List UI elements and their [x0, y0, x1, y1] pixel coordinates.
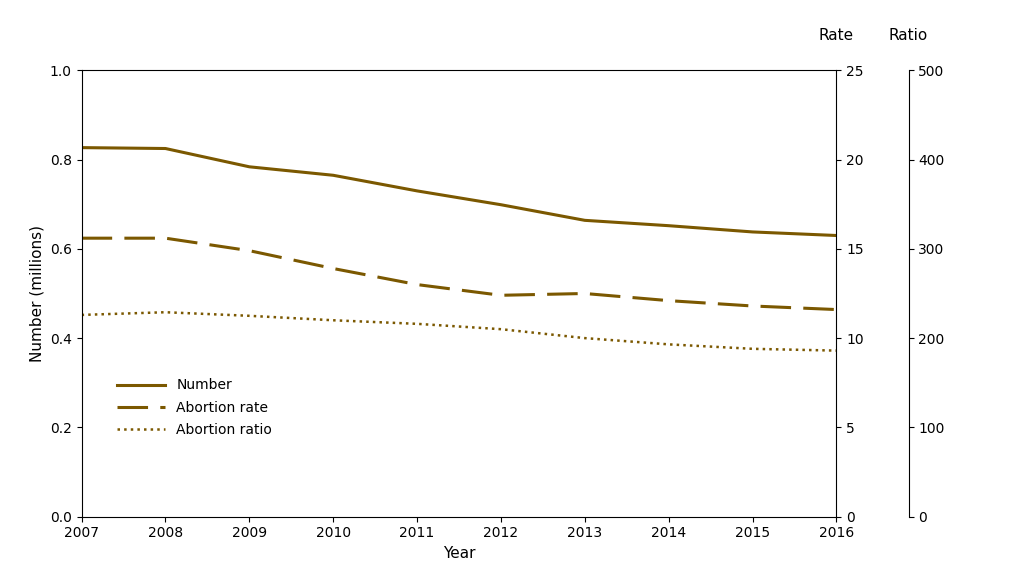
Number	[578, 217, 590, 224]
Abortion ratio	[494, 326, 506, 333]
Line: Number: Number	[82, 147, 836, 235]
Abortion ratio	[159, 309, 171, 316]
Abortion ratio	[829, 347, 842, 354]
Abortion ratio	[243, 312, 255, 319]
Text: Rate: Rate	[818, 28, 853, 43]
Abortion ratio	[662, 341, 675, 348]
Line: Abortion ratio: Abortion ratio	[82, 312, 836, 350]
Abortion rate	[411, 281, 423, 288]
Abortion ratio	[746, 345, 758, 352]
Number	[662, 222, 675, 229]
Abortion ratio	[75, 311, 88, 318]
Abortion rate	[494, 292, 506, 299]
Abortion rate	[662, 297, 675, 304]
Abortion rate	[75, 235, 88, 242]
Y-axis label: Number (millions): Number (millions)	[30, 225, 44, 362]
Abortion ratio	[578, 335, 590, 342]
Number	[411, 187, 423, 194]
Abortion rate	[578, 290, 590, 297]
Number	[243, 163, 255, 170]
Abortion ratio	[411, 321, 423, 328]
Number	[75, 144, 88, 151]
Number	[829, 232, 842, 239]
Number	[746, 228, 758, 235]
Line: Abortion rate: Abortion rate	[82, 238, 836, 309]
Abortion rate	[243, 247, 255, 254]
Number	[494, 201, 506, 208]
Number	[159, 145, 171, 152]
Abortion rate	[159, 235, 171, 242]
Number	[327, 172, 339, 179]
Abortion rate	[829, 306, 842, 313]
Abortion rate	[327, 265, 339, 272]
Legend: Number, Abortion rate, Abortion ratio: Number, Abortion rate, Abortion ratio	[111, 373, 277, 443]
Abortion rate	[746, 302, 758, 309]
Text: Ratio: Ratio	[889, 28, 927, 43]
Abortion ratio	[327, 317, 339, 324]
X-axis label: Year: Year	[442, 546, 475, 561]
